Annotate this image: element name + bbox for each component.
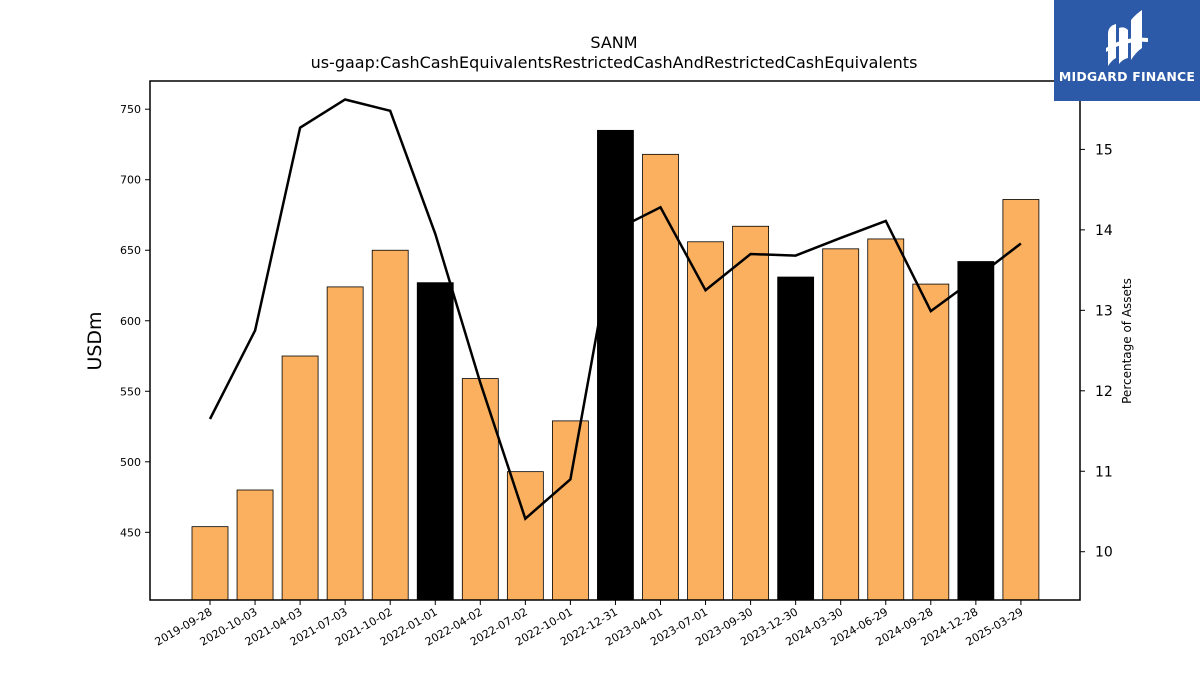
- bar-2020-10-03: [236, 489, 274, 601]
- y-tick-label: 700: [120, 174, 141, 187]
- bar-2019-09-28: [191, 526, 229, 601]
- y2-axis-label: Percentage of Assets: [1120, 278, 1134, 404]
- bar-2024-06-29: [867, 238, 905, 601]
- chart-title: SANM: [590, 33, 637, 52]
- y-axis-label: USDm: [84, 311, 106, 370]
- bar-2022-01-01: [416, 282, 454, 601]
- bar-2021-04-03: [281, 355, 319, 601]
- right-axis: 10 11 12 13 14 15: [1080, 142, 1113, 561]
- y2-tick-label: 10: [1095, 545, 1113, 561]
- bar-2024-03-30: [822, 248, 860, 601]
- bar-2022-07-02: [506, 471, 544, 601]
- y2-tick-label: 14: [1095, 223, 1113, 239]
- bar-2023-04-01: [642, 153, 679, 601]
- y-tick-label: 550: [120, 385, 141, 398]
- bar-2022-12-31: [597, 129, 634, 601]
- bar-2022-10-01: [552, 420, 589, 601]
- bars-layer: [191, 129, 1040, 601]
- logo-text: MIDGARD FINANCE: [1058, 69, 1196, 84]
- bar-2023-07-01: [687, 241, 724, 601]
- y-tick-label: 600: [120, 315, 141, 328]
- chart-subtitle: us-gaap:CashCashEquivalentsRestrictedCas…: [311, 53, 918, 72]
- bar-2025-03-29: [1002, 199, 1040, 601]
- x-axis: 2019-09-282020-10-032021-04-032021-07-03…: [153, 600, 1025, 649]
- line-layer: [208, 98, 1022, 521]
- y2-tick-label: 12: [1095, 384, 1113, 400]
- bar-2022-04-02: [461, 378, 499, 601]
- y2-tick-label: 11: [1095, 464, 1113, 480]
- logo: MIDGARD FINANCE: [1054, 0, 1200, 101]
- bar-2024-12-28: [957, 261, 995, 601]
- percentage-line: [208, 98, 1022, 521]
- bar-2024-09-28: [912, 283, 950, 601]
- bar-2021-10-02: [371, 249, 409, 601]
- y-tick-label: 500: [120, 456, 141, 469]
- y2-tick-label: 15: [1095, 142, 1113, 158]
- y-tick-label: 450: [120, 526, 141, 539]
- y-tick-label: 750: [120, 103, 141, 116]
- midgard-logo-icon: [1106, 10, 1148, 66]
- left-axis: 450 500 550 600 650 700 750: [120, 103, 150, 539]
- y-tick-label: 650: [120, 244, 141, 257]
- bar-2023-12-30: [777, 276, 815, 601]
- bar-2021-07-03: [326, 286, 364, 601]
- y2-tick-label: 13: [1095, 303, 1113, 319]
- bar-2023-09-30: [732, 225, 769, 601]
